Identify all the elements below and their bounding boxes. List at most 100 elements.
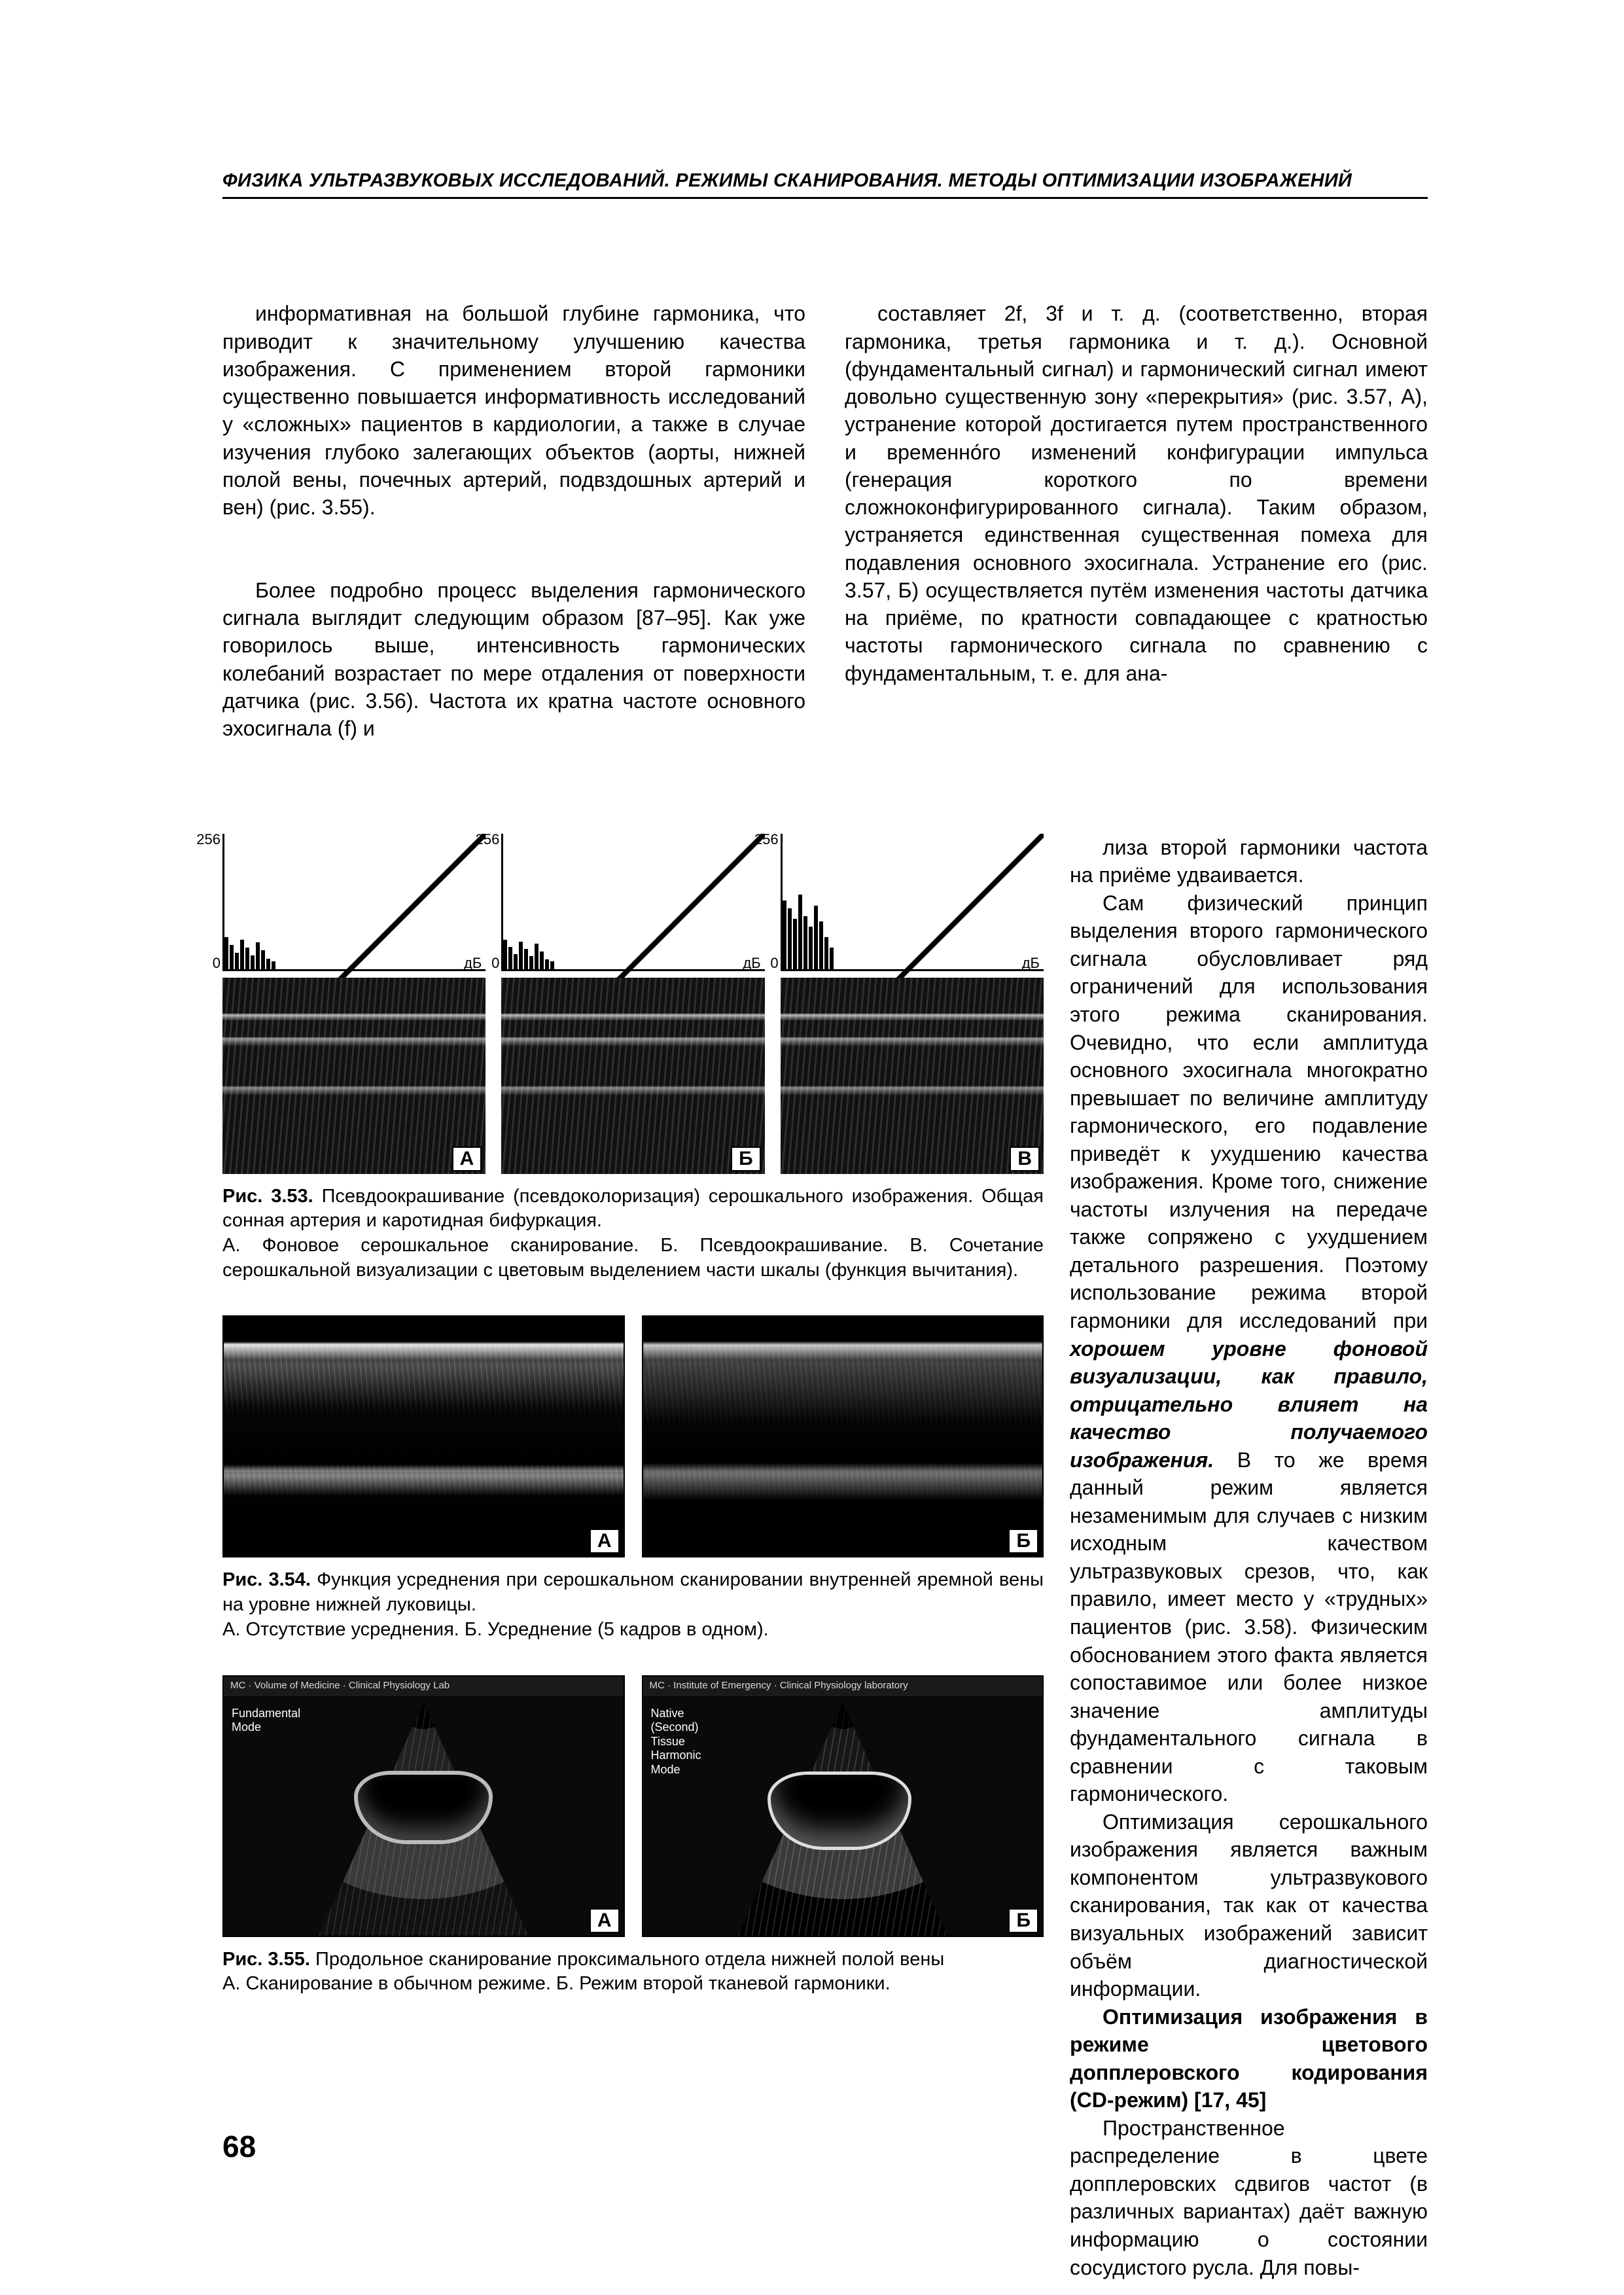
fig-3-53-chart-b: 256 0 дБ: [501, 834, 764, 971]
ultrasound-texture-icon: [643, 1317, 1043, 1556]
chart-bar: [519, 942, 523, 969]
chart-bar: [503, 940, 507, 969]
chart-bar: [235, 953, 239, 969]
chart-bar: [809, 927, 813, 969]
ultrasound-texture-icon: [501, 978, 764, 1174]
chart-bar: [535, 944, 538, 969]
chart-bar: [240, 940, 244, 969]
chart-ytick-min: 0: [491, 955, 499, 972]
panel-header: MC · Institute of Emergency · Clinical P…: [643, 1677, 1043, 1696]
right-p3: Оптимизация серошкального изображения яв…: [1070, 1808, 1428, 2003]
chart-bar: [514, 954, 518, 969]
chart-bar: [266, 959, 270, 969]
fig-subcaption: А. Фоновое серошкальное сканирование. Б.…: [222, 1235, 1044, 1281]
intro-col-left: информативная на большой глубине гармони…: [222, 245, 805, 798]
panel-tag: А: [452, 1147, 482, 1171]
fig-3-54-caption: Рис. 3.54. Функция усреднения при серошк…: [222, 1568, 1044, 1642]
fig-3-53-caption: Рис. 3.53. Псевдоокрашивание (псевдоколо…: [222, 1184, 1044, 1283]
chart-bar: [540, 952, 544, 969]
chart-bar: [272, 961, 275, 969]
intro-col-right: составляет 2f, 3f и т. д. (соответственн…: [845, 245, 1428, 798]
panel-tag: А: [590, 1908, 620, 1933]
chart-ytick-max: 256: [754, 831, 779, 848]
figures-column: 256 0 дБ А 256 0 д: [222, 834, 1044, 2281]
fig-3-53-chart-c: 256 0 дБ: [781, 834, 1044, 971]
fig-subcaption: А. Сканирование в обычном режиме. Б. Реж…: [222, 1973, 891, 1994]
right-p2: Сам физический принцип выделения второго…: [1070, 889, 1428, 1808]
chart-bar: [256, 942, 260, 969]
chart-bars: [503, 834, 554, 969]
chart-ytick-max: 256: [476, 831, 500, 848]
fig-title: Функция усреднения при серошкальном скан…: [222, 1569, 1044, 1615]
page-number: 68: [222, 2129, 256, 2164]
fig-3-53-ultrasound-c: В: [781, 978, 1044, 1174]
chart-bar: [524, 949, 528, 969]
panel-tag: В: [1010, 1147, 1040, 1171]
ultrasound-texture-icon: [224, 1317, 624, 1556]
right-p4: Пространственное распределение в цвете д…: [1070, 2114, 1428, 2281]
fig-3-54-panel-b: MC · Institute of Emergency Clinical Phy…: [642, 1315, 1044, 1557]
panel-tag: Б: [731, 1147, 761, 1171]
panel-tag: Б: [1008, 1529, 1038, 1554]
fig-3-54: MC · Institute of Emergency Clinical Phy…: [222, 1315, 1044, 1557]
chart-bar: [803, 916, 807, 969]
scan-mode-label: Fundamental Mode: [232, 1707, 300, 1735]
chart-bar: [508, 947, 512, 969]
panel-header: MC · Volume of Medicine · Clinical Physi…: [224, 1677, 624, 1696]
chart-bar: [819, 921, 823, 969]
fig-3-53-panel-a: 256 0 дБ А: [222, 834, 485, 1174]
chart-bar: [230, 945, 234, 969]
chart-bar: [545, 959, 549, 969]
chart-bar: [783, 900, 786, 969]
chart-bar: [245, 948, 249, 969]
fig-3-53-ultrasound-a: А: [222, 978, 485, 1174]
fig-3-55-caption: Рис. 3.55. Продольное сканирование прокс…: [222, 1948, 1044, 1997]
fig-3-53-panel-c: 256 0 дБ В: [781, 834, 1044, 1174]
lower-region: 256 0 дБ А 256 0 д: [222, 834, 1428, 2281]
panel-tag: А: [590, 1529, 620, 1554]
chart-bars: [783, 834, 834, 969]
fig-3-55-panel-b: MC · Institute of Emergency · Clinical P…: [642, 1675, 1044, 1937]
fig-3-53-panel-b: 256 0 дБ Б: [501, 834, 764, 1174]
chart-ytick-min: 0: [213, 955, 221, 972]
chart-bar: [529, 956, 533, 969]
fig-3-55: MC · Volume of Medicine · Clinical Physi…: [222, 1675, 1044, 1937]
right-p1: лиза второй гармоники частота на приёме …: [1070, 834, 1428, 889]
fig-3-55-panel-a: MC · Volume of Medicine · Clinical Physi…: [222, 1675, 625, 1937]
fig-label: Рис. 3.55.: [222, 1949, 310, 1970]
chart-bar: [824, 937, 828, 969]
chart-ytick-max: 256: [196, 831, 221, 848]
intro-left-p2: Более подробно процесс выделения гармони…: [222, 577, 805, 742]
chart-bar: [793, 919, 797, 969]
chart-bar: [550, 961, 554, 969]
fig-3-53-chart-a: 256 0 дБ: [222, 834, 485, 971]
panel-tag: Б: [1008, 1908, 1038, 1933]
chart-bars: [224, 834, 275, 969]
fig-title: Псевдоокрашивание (псевдоколоризация) се…: [222, 1186, 1044, 1232]
vessel-shape-icon: [771, 1775, 908, 1847]
fig-3-53: 256 0 дБ А 256 0 д: [222, 834, 1044, 1174]
intro-left-p1: информативная на большой глубине гармони…: [222, 300, 805, 521]
ultrasound-texture-icon: [222, 978, 485, 1174]
fig-label: Рис. 3.54.: [222, 1569, 311, 1590]
fig-3-54-panel-a: MC · Institute of Emergency Clinical Phy…: [222, 1315, 625, 1557]
fig-subcaption: А. Отсутствие усреднения. Б. Усреднение …: [222, 1619, 769, 1640]
scan-mode-label: Native (Second) Tissue Harmonic Mode: [651, 1707, 701, 1777]
chart-bar: [224, 937, 228, 969]
right-p2-b: В то же время данный режим является неза…: [1070, 1448, 1428, 1806]
fig-title: Продольное сканирование проксимального о…: [310, 1949, 944, 1970]
right-text-column: лиза второй гармоники частота на приёме …: [1070, 834, 1428, 2281]
ultrasound-texture-icon: [781, 978, 1044, 1174]
fig-3-53-ultrasound-b: Б: [501, 978, 764, 1174]
chart-bar: [814, 906, 818, 969]
chart-bar: [798, 895, 802, 969]
right-p2-a: Сам физический принцип выделения второго…: [1070, 891, 1428, 1332]
vessel-shape-icon: [358, 1775, 489, 1840]
fig-label: Рис. 3.53.: [222, 1186, 313, 1207]
chart-bar: [261, 950, 265, 969]
intro-columns: информативная на большой глубине гармони…: [222, 245, 1428, 798]
intro-right-p1: составляет 2f, 3f и т. д. (соответственн…: [845, 300, 1428, 686]
chart-ytick-min: 0: [770, 955, 778, 972]
chart-bar: [830, 948, 834, 969]
section-heading: Оптимизация изображения в режиме цветово…: [1070, 2003, 1428, 2114]
